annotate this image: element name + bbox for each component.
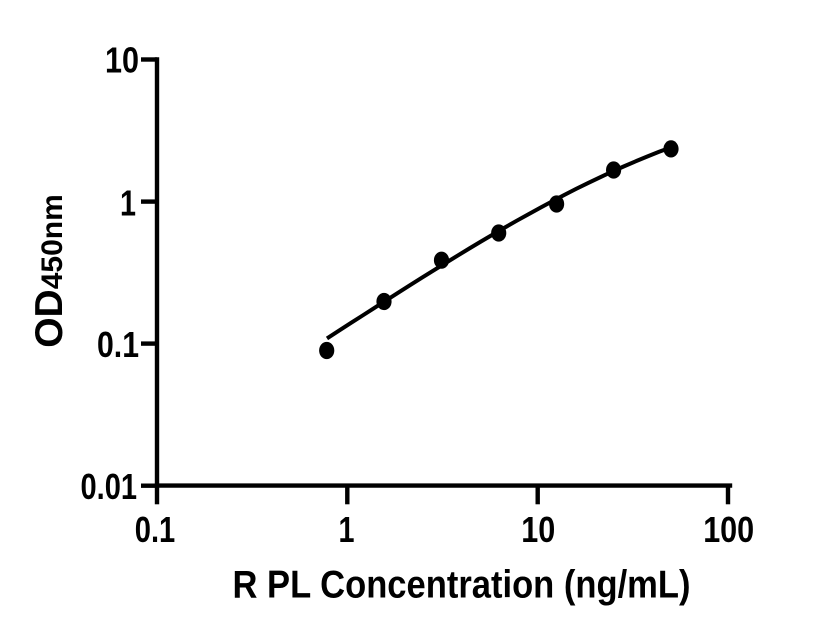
svg-text:OD450nm: OD450nm bbox=[28, 194, 71, 348]
svg-text:10: 10 bbox=[105, 40, 139, 81]
svg-text:0.01: 0.01 bbox=[81, 466, 138, 507]
svg-text:0.1: 0.1 bbox=[97, 324, 139, 365]
svg-text:1: 1 bbox=[339, 509, 355, 550]
svg-text:0.1: 0.1 bbox=[135, 509, 176, 550]
svg-text:1: 1 bbox=[120, 183, 136, 224]
svg-text:R PL Concentration (ng/mL): R PL Concentration (ng/mL) bbox=[233, 564, 691, 607]
svg-text:100: 100 bbox=[703, 509, 754, 550]
svg-text:10: 10 bbox=[521, 509, 555, 550]
